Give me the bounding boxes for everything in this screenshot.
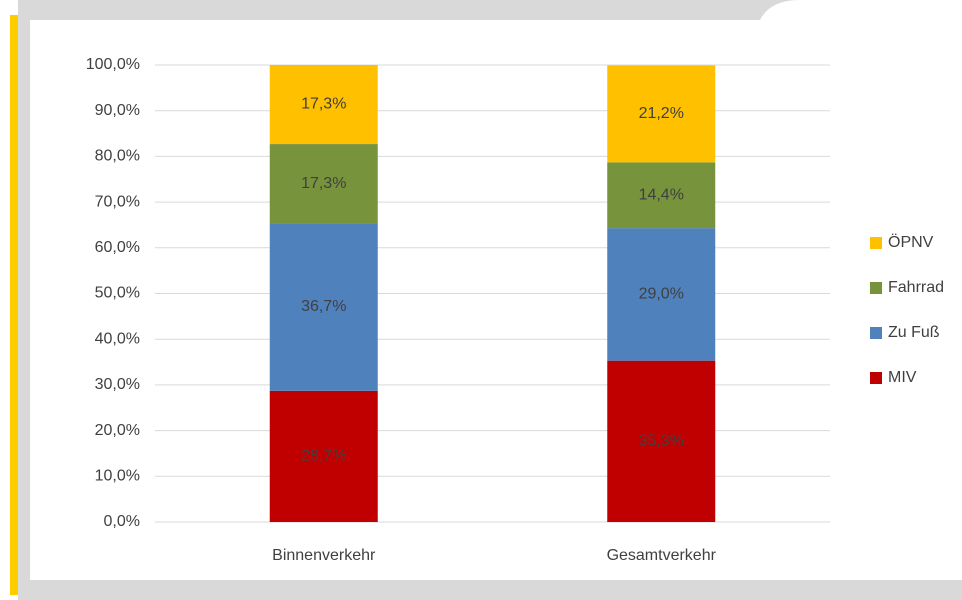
data-label: 28,7% (301, 448, 346, 465)
data-label: 14,4% (639, 186, 684, 203)
legend-label: Fahrrad (888, 279, 944, 296)
data-label: 21,2% (639, 105, 684, 122)
y-tick-label: 0,0% (104, 513, 140, 530)
data-label: 17,3% (301, 96, 346, 113)
data-label: 35,3% (639, 433, 684, 450)
legend-swatch (870, 327, 882, 339)
data-label: 29,0% (639, 286, 684, 303)
y-tick-label: 70,0% (95, 193, 140, 210)
bar-segment (269, 144, 378, 224)
y-tick-label: 20,0% (95, 422, 140, 439)
legend-label: Zu Fuß (888, 324, 940, 341)
bar-segment (607, 162, 716, 229)
legend-swatch (870, 237, 882, 249)
y-tick-label: 10,0% (95, 468, 140, 485)
bar-segment (607, 360, 716, 522)
corner-shape (760, 0, 962, 20)
bar-segment (607, 228, 716, 361)
y-tick-label: 90,0% (95, 102, 140, 119)
legend-label: ÖPNV (888, 233, 934, 251)
legend-swatch (870, 372, 882, 384)
bar-segment (269, 65, 378, 145)
x-tick-label: Binnenverkehr (272, 547, 376, 564)
y-tick-label: 30,0% (95, 376, 140, 393)
data-label: 17,3% (301, 175, 346, 192)
y-tick-label: 100,0% (86, 56, 140, 73)
bar-segment (269, 390, 378, 522)
y-tick-label: 40,0% (95, 330, 140, 347)
accent-bar (10, 15, 18, 595)
data-label: 36,7% (301, 298, 346, 315)
legend-swatch (870, 282, 882, 294)
bar-segment (607, 65, 716, 163)
bar-segment (269, 223, 378, 391)
y-tick-label: 60,0% (95, 239, 140, 256)
legend-label: MIV (888, 369, 917, 386)
panel (30, 20, 962, 580)
y-tick-label: 80,0% (95, 148, 140, 165)
y-tick-label: 50,0% (95, 285, 140, 302)
x-tick-label: Gesamtverkehr (607, 547, 717, 564)
